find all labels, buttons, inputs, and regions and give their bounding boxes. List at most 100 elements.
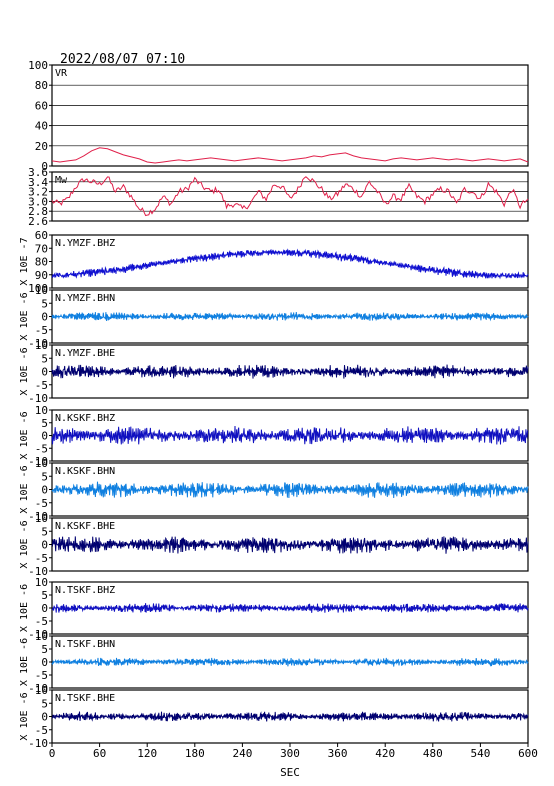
unit-label: X 10E -6 bbox=[19, 411, 30, 459]
y-tick-label: -5 bbox=[35, 724, 48, 737]
unit-label: X 10E -6 bbox=[19, 638, 30, 686]
unit-label: X 10E -6 bbox=[19, 292, 30, 340]
unit-label: X 10E -6 bbox=[19, 692, 30, 740]
trace-tskf-bhz bbox=[51, 603, 529, 614]
y-tick-label: 0 bbox=[41, 711, 48, 724]
y-tick-label: 20 bbox=[35, 140, 48, 153]
panel-mw: 3.63.43.23.02.82.6 Mw bbox=[28, 166, 529, 228]
x-tick-label: 420 bbox=[375, 747, 395, 760]
y-tick-label: -10 bbox=[28, 565, 48, 578]
y-tick-label: 3.0 bbox=[28, 195, 48, 208]
x-tick-label: 360 bbox=[328, 747, 348, 760]
trace-kskf-bhz bbox=[51, 425, 529, 445]
y-tick-label: -10 bbox=[28, 510, 48, 523]
y-tick-label: 5 bbox=[41, 643, 48, 656]
x-tick-label: 60 bbox=[93, 747, 106, 760]
y-tick-label: 0 bbox=[41, 430, 48, 443]
x-tick-label: 120 bbox=[137, 747, 157, 760]
y-tick-label: 5 bbox=[41, 470, 48, 483]
y-tick-label: 80 bbox=[35, 79, 48, 92]
station-label: N.YMZF.BHN bbox=[55, 293, 115, 304]
y-tick-label: 100 bbox=[28, 282, 48, 295]
station-label: N.KSKF.BHZ bbox=[55, 413, 115, 424]
y-tick-label: 0 bbox=[41, 656, 48, 669]
y-tick-label: -5 bbox=[35, 497, 48, 510]
trace-kskf-bhn bbox=[51, 481, 529, 499]
y-tick-label: 2.8 bbox=[28, 205, 48, 218]
panel-frame bbox=[51, 171, 529, 222]
y-tick-label: 90 bbox=[35, 269, 48, 282]
y-tick-label: 0 bbox=[41, 311, 48, 324]
y-tick-label: -5 bbox=[35, 615, 48, 628]
y-tick-label: -10 bbox=[28, 628, 48, 641]
y-tick-label: 60 bbox=[35, 99, 48, 112]
trace-vr bbox=[51, 147, 529, 164]
x-axis-label: SEC bbox=[280, 766, 300, 779]
station-label: N.YMZF.BHZ bbox=[55, 238, 115, 249]
unit-label: X 10E -6 bbox=[19, 347, 30, 395]
trace-ymzf-bhe bbox=[51, 364, 529, 379]
y-tick-label: 10 bbox=[35, 457, 48, 470]
x-tick-label: 480 bbox=[423, 747, 443, 760]
unit-label: X 10E -7 bbox=[19, 237, 30, 285]
y-tick-label: -5 bbox=[35, 379, 48, 392]
station-label: N.YMZF.BHE bbox=[55, 348, 115, 359]
y-tick-label: -5 bbox=[35, 324, 48, 337]
x-tick-label: 180 bbox=[185, 747, 205, 760]
station-label: N.KSKF.BHE bbox=[55, 521, 115, 532]
unit-label: X 10E -6 bbox=[19, 520, 30, 568]
x-tick-label: 540 bbox=[470, 747, 490, 760]
y-tick-label: -10 bbox=[28, 682, 48, 695]
y-tick-label: 80 bbox=[35, 256, 48, 269]
y-tick-label: -10 bbox=[28, 737, 48, 750]
trace-kskf-bhe bbox=[51, 536, 529, 554]
y-tick-label: 3.4 bbox=[28, 176, 48, 189]
y-tick-label: 100 bbox=[28, 59, 48, 72]
x-tick-label: 600 bbox=[518, 747, 538, 760]
y-tick-label: 2.6 bbox=[28, 215, 48, 228]
panels-group: 100806040200VR3.63.43.23.02.82.6Mw607080… bbox=[19, 59, 529, 750]
y-tick-label: 5 bbox=[41, 697, 48, 710]
x-axis: 0 60 120 180 240 300 360 420 480 540 600 bbox=[49, 743, 538, 760]
y-tick-label: 40 bbox=[35, 120, 48, 133]
y-tick-label: -5 bbox=[35, 669, 48, 682]
y-tick-label: 3.2 bbox=[28, 186, 48, 199]
trace-mw bbox=[51, 176, 529, 217]
station-label: N.TSKF.BHE bbox=[55, 693, 115, 704]
y-tick-label: -5 bbox=[35, 552, 48, 565]
y-tick-label: 10 bbox=[35, 339, 48, 352]
y-tick-label: 60 bbox=[35, 229, 48, 242]
y-tick-label: 10 bbox=[35, 284, 48, 297]
y-tick-label: 10 bbox=[35, 576, 48, 589]
y-tick-label: 10 bbox=[35, 684, 48, 697]
y-tick-label: 0 bbox=[41, 160, 48, 173]
station-label: N.KSKF.BHN bbox=[55, 466, 115, 477]
panel-frame bbox=[51, 64, 529, 167]
station-label: N.TSKF.BHN bbox=[55, 639, 115, 650]
y-tick-label: -5 bbox=[35, 442, 48, 455]
y-tick-label: 5 bbox=[41, 297, 48, 310]
y-tick-label: 5 bbox=[41, 525, 48, 538]
x-tick-label: 240 bbox=[232, 747, 252, 760]
station-label: Mw bbox=[55, 175, 68, 186]
y-tick-label: 70 bbox=[35, 242, 48, 255]
trace-tskf-bhe bbox=[51, 711, 529, 722]
trace-ymzf-bhn bbox=[51, 311, 529, 322]
y-tick-label: 0 bbox=[41, 602, 48, 615]
trace-tskf-bhn bbox=[51, 657, 529, 667]
x-tick-label: 300 bbox=[280, 747, 300, 760]
station-label: N.TSKF.BHZ bbox=[55, 585, 115, 596]
y-tick-label: 10 bbox=[35, 630, 48, 643]
trace-ymzf-bhz bbox=[51, 248, 529, 280]
y-tick-label: 5 bbox=[41, 417, 48, 430]
timestamp-label: 2022/08/07 07:10 bbox=[60, 52, 185, 67]
y-tick-label: 5 bbox=[41, 352, 48, 365]
